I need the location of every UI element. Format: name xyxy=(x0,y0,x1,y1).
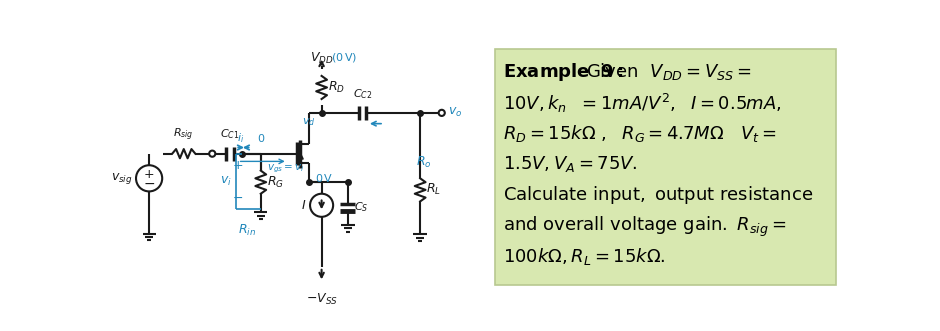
Text: $10V,k_n\ \ =1mA/V^2,\ \ I=0.5mA,$: $10V,k_n\ \ =1mA/V^2,\ \ I=0.5mA,$ xyxy=(503,92,782,115)
Text: $I$: $I$ xyxy=(301,199,306,212)
Text: $C_{C2}$: $C_{C2}$ xyxy=(352,87,372,101)
Text: $\mathbf{Example\ \ 9:}$: $\mathbf{Example\ \ 9:}$ xyxy=(503,61,624,83)
Text: $0\,\mathrm{V}$: $0\,\mathrm{V}$ xyxy=(316,171,334,184)
Circle shape xyxy=(439,110,445,116)
Text: $R_L$: $R_L$ xyxy=(427,182,442,197)
Text: $v_o$: $v_o$ xyxy=(447,106,462,119)
Text: $-V_{SS}$: $-V_{SS}$ xyxy=(306,292,337,307)
Text: $v_{gs}=v_i$: $v_{gs}=v_i$ xyxy=(267,163,305,175)
Text: $0$: $0$ xyxy=(257,132,265,144)
Text: $R_{in}$: $R_{in}$ xyxy=(238,223,256,238)
Text: +: + xyxy=(144,168,154,181)
Text: $100k\Omega,R_L=15k\Omega.$: $100k\Omega,R_L=15k\Omega.$ xyxy=(503,246,666,267)
Text: $\mathrm{and\ overall\ voltage\ gain.}\ R_{sig}=$: $\mathrm{and\ overall\ voltage\ gain.}\ … xyxy=(503,215,787,240)
Text: $V_{DD}$: $V_{DD}$ xyxy=(310,51,334,66)
Text: $R_D$: $R_D$ xyxy=(328,80,345,95)
Text: $1.5V,V_A=75V.$: $1.5V,V_A=75V.$ xyxy=(503,154,638,174)
Text: $R_D=15k\Omega\ ,\ \ R_G=4.7M\Omega\ \ \ V_t=$: $R_D=15k\Omega\ ,\ \ R_G=4.7M\Omega\ \ \… xyxy=(503,123,777,144)
Circle shape xyxy=(136,165,163,191)
Text: $\mathrm{Calculate\ input,\ output\ resistance}$: $\mathrm{Calculate\ input,\ output\ resi… xyxy=(503,184,813,207)
Text: $-$: $-$ xyxy=(232,191,243,204)
FancyBboxPatch shape xyxy=(494,49,836,285)
Text: $\mathrm{Given}\ \ V_{DD}=V_{SS}=$: $\mathrm{Given}\ \ V_{DD}=V_{SS}=$ xyxy=(586,61,751,82)
Text: $+$: $+$ xyxy=(232,159,243,172)
Text: $v_i$: $v_i$ xyxy=(220,175,232,188)
Text: $(0\,\mathrm{V})$: $(0\,\mathrm{V})$ xyxy=(331,51,357,64)
Circle shape xyxy=(310,194,333,217)
Text: $-$: $-$ xyxy=(143,176,155,190)
Text: $v_d$: $v_d$ xyxy=(302,116,316,128)
Text: $i_i$: $i_i$ xyxy=(237,131,244,145)
Text: $C_{C1}$: $C_{C1}$ xyxy=(220,127,240,141)
Text: $R_G$: $R_G$ xyxy=(267,175,284,190)
Text: $R_o$: $R_o$ xyxy=(416,155,432,170)
Text: $C_S$: $C_S$ xyxy=(354,201,368,214)
Circle shape xyxy=(210,151,215,157)
Text: $R_{sig}$: $R_{sig}$ xyxy=(174,126,194,143)
Text: $v_{sig}$: $v_{sig}$ xyxy=(111,171,133,186)
